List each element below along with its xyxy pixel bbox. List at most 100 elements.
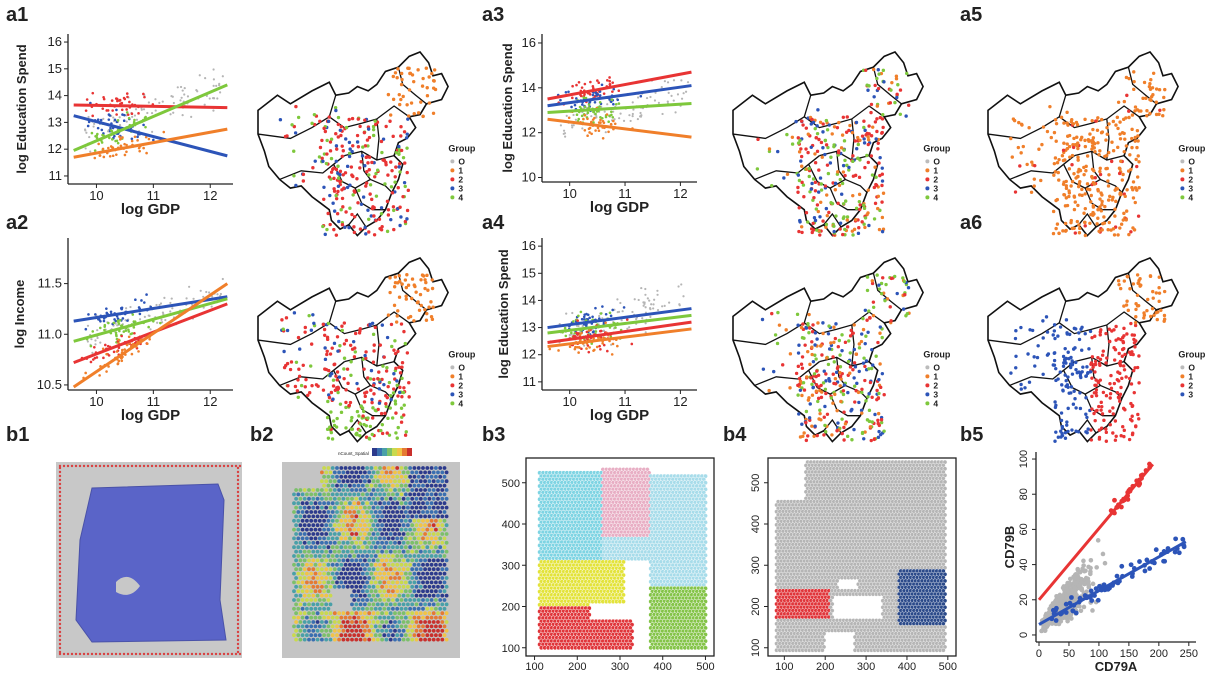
spatial-spot bbox=[406, 620, 410, 624]
spatial-spot bbox=[401, 602, 406, 607]
city-point bbox=[1059, 115, 1064, 120]
city-point bbox=[1088, 132, 1092, 136]
city-point bbox=[370, 416, 375, 420]
spatial-spot bbox=[313, 518, 318, 523]
spatial-spot bbox=[363, 637, 367, 642]
city-point bbox=[870, 279, 875, 283]
spatial-spot bbox=[307, 576, 311, 580]
data-point bbox=[118, 98, 122, 102]
city-point bbox=[432, 68, 437, 72]
spatial-spot bbox=[371, 637, 376, 642]
city-point bbox=[875, 117, 879, 121]
city-point bbox=[1102, 418, 1106, 423]
spatial-spot bbox=[431, 576, 436, 580]
city-point bbox=[813, 152, 817, 156]
city-point bbox=[854, 352, 858, 356]
spatial-spot bbox=[429, 624, 434, 629]
spatial-spot bbox=[416, 474, 421, 479]
spatial-spot bbox=[375, 637, 380, 642]
spatial-spot bbox=[305, 606, 309, 611]
city-point bbox=[1072, 326, 1077, 331]
city-point bbox=[1087, 347, 1091, 351]
data-point bbox=[580, 114, 584, 118]
legend-marker bbox=[925, 168, 930, 173]
gray-point bbox=[653, 298, 656, 301]
gray-point bbox=[202, 295, 205, 298]
data-point bbox=[580, 103, 584, 106]
city-point bbox=[823, 184, 828, 188]
data-point bbox=[84, 371, 87, 375]
data-point bbox=[602, 121, 606, 125]
spatial-spot bbox=[343, 527, 348, 532]
spatial-spot bbox=[384, 611, 389, 616]
gray-point bbox=[656, 309, 660, 312]
spatial-spot bbox=[416, 545, 421, 550]
spatial-spot bbox=[427, 514, 432, 519]
spatial-spot bbox=[348, 562, 352, 567]
city-point bbox=[393, 402, 398, 406]
city-point bbox=[1019, 387, 1023, 391]
spatial-spot bbox=[369, 501, 374, 506]
city-point bbox=[396, 67, 400, 71]
city-point bbox=[414, 290, 418, 294]
city-point bbox=[386, 313, 391, 317]
spatial-spot bbox=[397, 505, 402, 510]
spatial-spot bbox=[315, 558, 320, 563]
spatial-spot bbox=[358, 479, 363, 484]
spatial-spot bbox=[348, 615, 352, 620]
spatial-spot bbox=[371, 611, 376, 616]
city-point bbox=[850, 331, 855, 336]
city-point bbox=[809, 145, 813, 149]
city-point bbox=[1095, 128, 1100, 132]
spatial-spot bbox=[421, 510, 425, 514]
spatial-spot bbox=[393, 470, 397, 475]
city-point bbox=[837, 120, 841, 125]
city-point bbox=[1132, 390, 1136, 395]
city-point bbox=[1054, 139, 1058, 143]
city-point bbox=[857, 226, 861, 230]
spatial-spot bbox=[384, 496, 389, 501]
gray-point bbox=[125, 307, 128, 310]
data-point bbox=[145, 293, 148, 296]
gray-point bbox=[684, 90, 688, 93]
city-point bbox=[359, 160, 363, 164]
city-point bbox=[1142, 80, 1147, 85]
spatial-spot bbox=[311, 558, 316, 563]
city-point bbox=[366, 161, 370, 165]
spatial-spot bbox=[343, 518, 348, 523]
spatial-spot bbox=[384, 637, 389, 642]
spatial-spot bbox=[386, 527, 391, 532]
spatial-spot bbox=[380, 470, 384, 475]
city-point bbox=[398, 205, 402, 209]
data-point bbox=[596, 92, 600, 96]
spatial-spot bbox=[294, 532, 298, 536]
city-point bbox=[350, 427, 355, 431]
city-point bbox=[407, 66, 411, 71]
spatial-spot bbox=[324, 584, 329, 589]
city-point bbox=[1080, 348, 1084, 352]
gray-point bbox=[636, 96, 640, 99]
city-point bbox=[339, 133, 343, 138]
city-point bbox=[1134, 424, 1138, 429]
spatial-spot bbox=[373, 598, 378, 602]
spatial-spot bbox=[300, 545, 305, 550]
spatial-spot bbox=[384, 628, 389, 633]
spatial-spot bbox=[300, 536, 305, 541]
city-point bbox=[888, 305, 892, 309]
city-point bbox=[376, 377, 380, 381]
spatial-spot bbox=[292, 598, 296, 602]
fiducial-spot bbox=[236, 566, 240, 570]
spatial-spot bbox=[388, 488, 393, 492]
city-point bbox=[816, 399, 820, 404]
city-point bbox=[1096, 208, 1100, 212]
spatial-spot bbox=[320, 488, 324, 492]
spatial-spot bbox=[354, 567, 359, 572]
gray-point bbox=[219, 91, 222, 94]
spatial-spot bbox=[341, 479, 346, 484]
spatial-spot bbox=[425, 606, 430, 611]
city-point bbox=[335, 147, 339, 151]
city-point bbox=[1084, 164, 1088, 169]
city-point bbox=[1136, 139, 1140, 143]
spatial-spot bbox=[391, 545, 395, 550]
spatial-spot bbox=[343, 483, 348, 488]
